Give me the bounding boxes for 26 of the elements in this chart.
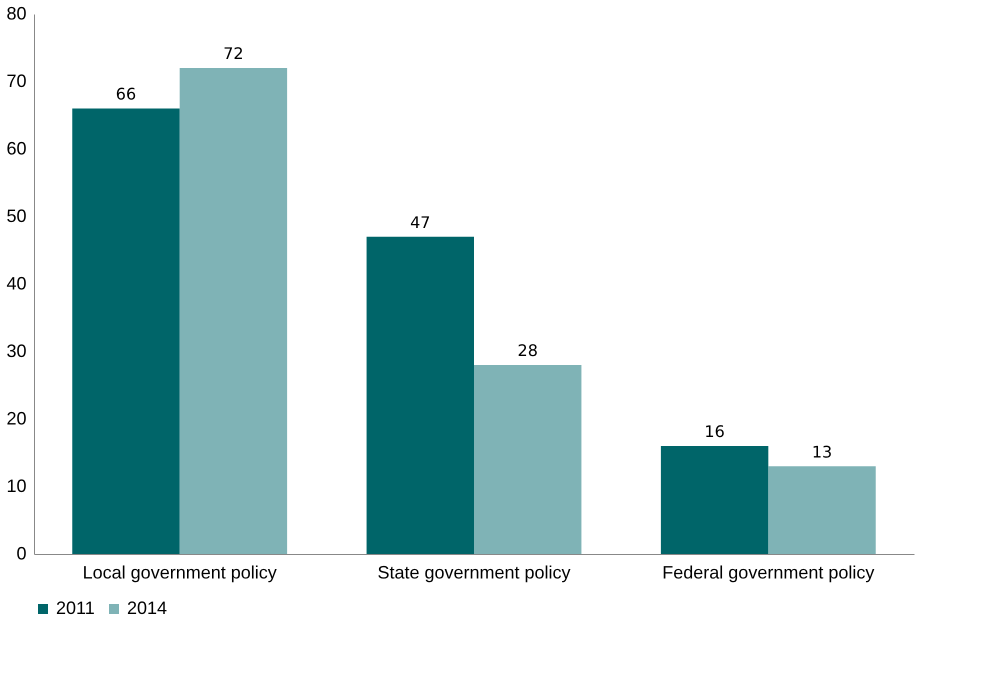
y-tick-label: 70 bbox=[6, 71, 26, 91]
y-tick-label: 20 bbox=[6, 408, 26, 428]
data-label: 28 bbox=[518, 341, 538, 360]
y-tick-label: 60 bbox=[6, 138, 26, 158]
bar bbox=[72, 108, 180, 554]
data-label: 16 bbox=[704, 422, 725, 441]
y-tick-label: 50 bbox=[6, 206, 26, 226]
y-tick-label: 40 bbox=[6, 274, 26, 294]
y-tick-label: 10 bbox=[6, 476, 26, 496]
x-tick-label: Federal government policy bbox=[662, 562, 874, 582]
data-label: 72 bbox=[223, 44, 244, 63]
bar bbox=[768, 466, 876, 554]
x-tick-label: Local government policy bbox=[82, 562, 277, 582]
bar bbox=[474, 365, 582, 554]
y-tick-label: 80 bbox=[6, 4, 26, 24]
y-tick-label: 30 bbox=[6, 341, 26, 361]
bar bbox=[366, 236, 474, 554]
legend-label: 2011 bbox=[56, 598, 95, 618]
x-tick-label: State government policy bbox=[377, 562, 571, 582]
data-label: 13 bbox=[812, 442, 832, 462]
bar bbox=[180, 68, 288, 554]
data-label: 66 bbox=[116, 84, 136, 104]
data-label: 47 bbox=[410, 212, 430, 232]
legend-label: 2014 bbox=[127, 598, 168, 618]
bar bbox=[660, 446, 768, 554]
y-tick-label: 0 bbox=[16, 544, 26, 564]
